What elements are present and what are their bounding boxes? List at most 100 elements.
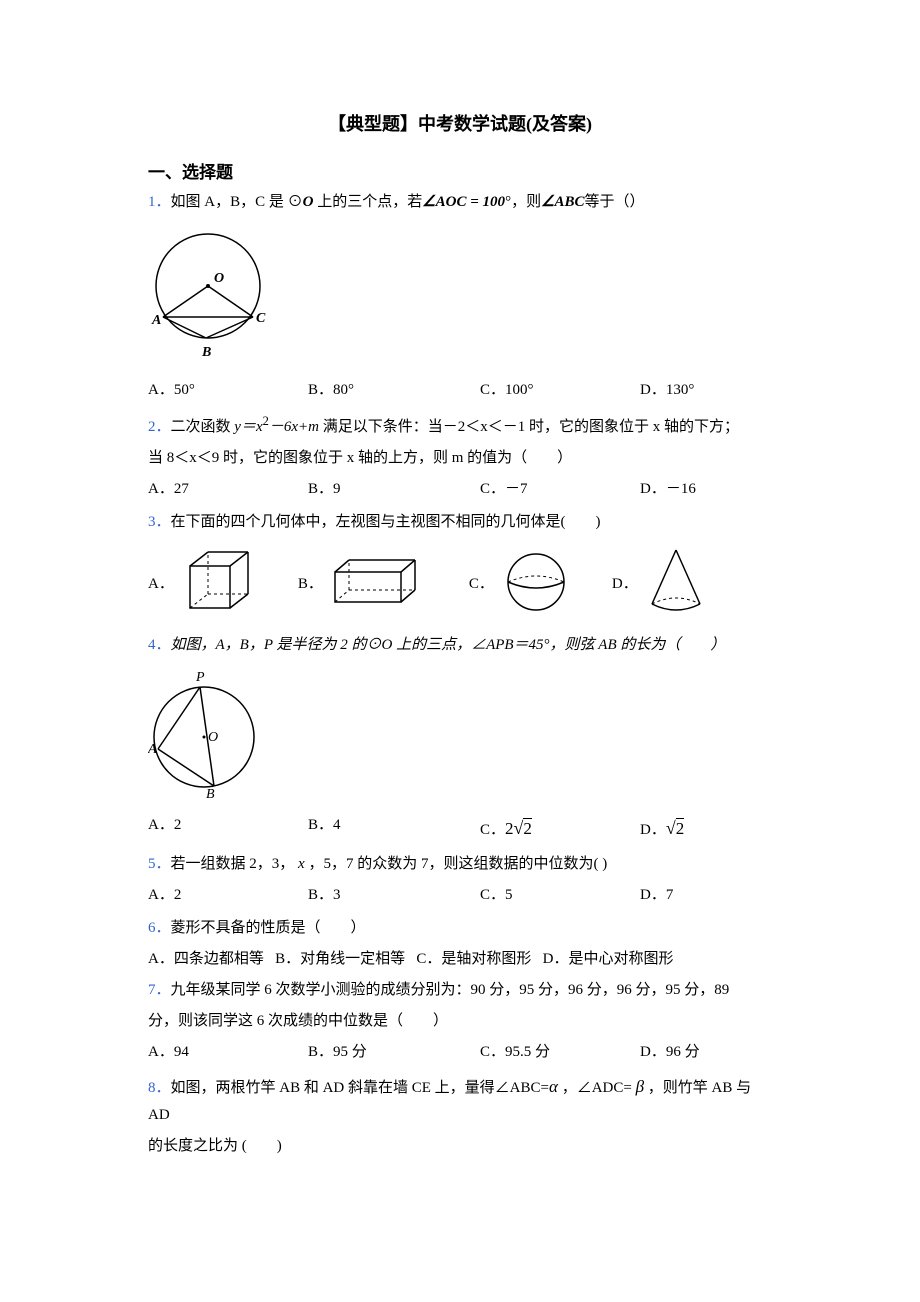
q5-opt-c: C．5 — [480, 882, 640, 909]
q6-opt-c: C．是轴对称图形 — [416, 951, 531, 967]
q1-text-d: 等于（） — [585, 194, 645, 210]
q4-figure: O P A B — [148, 667, 772, 804]
q7-opt-a: A．94 — [148, 1039, 308, 1066]
q3-number: 3． — [148, 514, 171, 530]
q1-text-a: 如图 A，B，C 是 ⊙ — [171, 194, 303, 210]
q6-opt-a: A．四条边都相等 — [148, 951, 264, 967]
q3-cell-d: D． — [612, 546, 708, 618]
q6-opt-b: B．对角线一定相等 — [275, 951, 405, 967]
q5-text-a: 若一组数据 2，3， — [171, 856, 299, 872]
q4-c-val: 2 — [505, 819, 514, 838]
q8-line2: 的长度之比为 ( ) — [148, 1133, 772, 1160]
q4-d-rad: 2 — [676, 818, 685, 838]
q7-number: 7． — [148, 982, 171, 998]
svg-text:O: O — [208, 730, 218, 745]
q1-figure: O A C B — [148, 224, 772, 369]
q5-opt-d: D．7 — [640, 882, 760, 909]
q2-l1d: 满足以下条件：当－2＜x＜－1 时，它的图象位于 x 轴的下方； — [319, 419, 739, 435]
q5-options: A．2 B．3 C．5 D．7 — [148, 882, 772, 909]
section-1-header: 一、选择题 — [148, 158, 772, 183]
q8-text-b: ，∠ADC= — [558, 1080, 636, 1096]
svg-text:P: P — [195, 670, 205, 685]
q2-opt-b: B．9 — [308, 476, 480, 503]
q1-abc: ∠ABC — [541, 194, 584, 210]
q4-number: 4． — [148, 637, 171, 653]
question-5: 5．若一组数据 2，3， x ，5，7 的众数为 7，则这组数据的中位数为( ) — [148, 851, 772, 878]
q1-options: A．50° B．80° C．100° D．130° — [148, 377, 772, 404]
cube-icon — [180, 546, 258, 618]
q4-text: 如图，A，B，P 是半径为 2 的⊙O 上的三点，∠APB＝45°，则弦 AB … — [171, 637, 726, 653]
q6-text: 菱形不具备的性质是（ ） — [171, 920, 366, 936]
q3-opt-c-label: C． — [469, 572, 494, 593]
q7-line2: 分，则该同学这 6 次成绩的中位数是（ ） — [148, 1008, 772, 1035]
svg-text:A: A — [148, 742, 157, 757]
question-7: 7．九年级某同学 6 次数学小测验的成绩分别为：90 分，95 分，96 分，9… — [148, 977, 772, 1004]
q1-opt-b: B．80° — [308, 377, 480, 404]
svg-text:C: C — [256, 311, 266, 326]
question-3: 3．在下面的四个几何体中，左视图与主视图不相同的几何体是( ) — [148, 509, 772, 536]
cone-icon — [644, 546, 708, 618]
q4-opt-a: A．2 — [148, 812, 308, 845]
question-6: 6．菱形不具备的性质是（ ） — [148, 915, 772, 942]
q1-opt-d: D．130° — [640, 377, 760, 404]
q2-l1c: －6x+m — [269, 419, 319, 435]
q2-line2: 当 8＜x＜9 时，它的图象位于 x 轴的上方，则 m 的值为（ ） — [148, 445, 772, 472]
svg-text:B: B — [206, 787, 215, 799]
question-8: 8．如图，两根竹竿 AB 和 AD 斜靠在墙 CE 上，量得∠ABC=α ，∠A… — [148, 1072, 772, 1130]
q1-text-c: ，则 — [511, 194, 541, 210]
q8-text-a: 如图，两根竹竿 AB 和 AD 斜靠在墙 CE 上，量得∠ABC= — [171, 1080, 549, 1096]
q3-opt-d-label: D． — [612, 572, 638, 593]
q1-opt-a: A．50° — [148, 377, 308, 404]
question-4: 4．如图，A，B，P 是半径为 2 的⊙O 上的三点，∠APB＝45°，则弦 A… — [148, 632, 772, 659]
q3-options: A． B． C． — [148, 546, 772, 618]
q6-number: 6． — [148, 920, 171, 936]
sphere-icon — [500, 550, 572, 614]
q5-x: x — [298, 856, 305, 872]
q1-text-b: 上的三个点，若 — [313, 194, 422, 210]
q7-opt-d: D．96 分 — [640, 1039, 760, 1066]
q1-O: O — [303, 194, 314, 210]
q4-opt-c: C．2√2 — [480, 812, 640, 845]
q2-opt-a: A．27 — [148, 476, 308, 503]
q5-opt-a: A．2 — [148, 882, 308, 909]
q3-text: 在下面的四个几何体中，左视图与主视图不相同的几何体是( ) — [171, 514, 601, 530]
q6-opt-d: D．是中心对称图形 — [543, 951, 674, 967]
q3-cell-a: A． — [148, 546, 258, 618]
q5-opt-b: B．3 — [308, 882, 480, 909]
q4-c-rad: 2 — [523, 818, 532, 838]
q8-beta: β — [636, 1077, 644, 1096]
q3-cell-b: B． — [298, 556, 429, 608]
q2-l1b: y＝x — [234, 419, 262, 435]
q3-opt-a-label: A． — [148, 572, 174, 593]
q2-opt-d: D．－16 — [640, 476, 760, 503]
page-title: 【典型题】中考数学试题(及答案) — [148, 110, 772, 136]
q2-options: A．27 B．9 C．－7 D．－16 — [148, 476, 772, 503]
q5-number: 5． — [148, 856, 171, 872]
q5-text-b: ，5，7 的众数为 7，则这组数据的中位数为( ) — [305, 856, 608, 872]
q8-number: 8． — [148, 1080, 171, 1096]
q7-options: A．94 B．95 分 C．95.5 分 D．96 分 — [148, 1039, 772, 1066]
q4-c-pre: C． — [480, 822, 505, 838]
q3-cell-c: C． — [469, 550, 572, 614]
cuboid-icon — [329, 556, 429, 608]
q3-opt-b-label: B． — [298, 572, 323, 593]
q7-opt-c: C．95.5 分 — [480, 1039, 640, 1066]
q6-options: A．四条边都相等 B．对角线一定相等 C．是轴对称图形 D．是中心对称图形 — [148, 946, 772, 973]
q7-text: 九年级某同学 6 次数学小测验的成绩分别为：90 分，95 分，96 分，96 … — [171, 982, 730, 998]
q4-opt-b: B．4 — [308, 812, 480, 845]
q8-alpha: α — [549, 1077, 558, 1096]
q7-opt-b: B．95 分 — [308, 1039, 480, 1066]
svg-text:A: A — [151, 313, 161, 328]
q1-aoc: ∠AOC = 100 — [422, 194, 505, 210]
q1-number: 1． — [148, 194, 171, 210]
svg-text:B: B — [201, 345, 211, 360]
question-1: 1．如图 A，B，C 是 ⊙O 上的三个点，若∠AOC = 100°，则∠ABC… — [148, 189, 772, 216]
q4-opt-d: D．√2 — [640, 812, 760, 845]
svg-text:O: O — [214, 271, 224, 286]
q2-number: 2． — [148, 419, 171, 435]
question-2: 2．二次函数 y＝x2－6x+m 满足以下条件：当－2＜x＜－1 时，它的图象位… — [148, 410, 772, 441]
q4-d-pre: D． — [640, 822, 666, 838]
q1-opt-c: C．100° — [480, 377, 640, 404]
q2-l1a: 二次函数 — [171, 419, 235, 435]
q2-opt-c: C．－7 — [480, 476, 640, 503]
